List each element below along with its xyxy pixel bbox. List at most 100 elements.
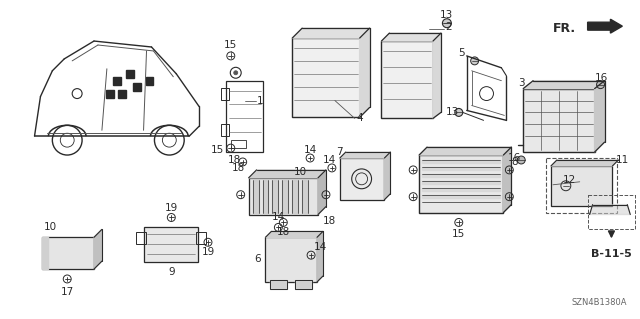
Text: 14: 14 bbox=[303, 145, 317, 155]
Polygon shape bbox=[360, 28, 369, 117]
Bar bbox=[145, 77, 154, 85]
Text: 8: 8 bbox=[511, 157, 518, 167]
Polygon shape bbox=[318, 170, 326, 214]
Text: 17: 17 bbox=[61, 287, 74, 297]
Text: 18: 18 bbox=[276, 227, 290, 237]
FancyArrow shape bbox=[588, 19, 622, 33]
Polygon shape bbox=[143, 227, 198, 262]
Bar bbox=[266, 237, 317, 282]
Text: 18: 18 bbox=[228, 155, 241, 165]
Text: B-11-5: B-11-5 bbox=[591, 249, 632, 259]
Polygon shape bbox=[253, 180, 259, 212]
Polygon shape bbox=[422, 174, 500, 177]
Bar bbox=[42, 237, 94, 269]
Polygon shape bbox=[295, 280, 312, 289]
Bar bbox=[143, 227, 198, 262]
Circle shape bbox=[470, 57, 479, 65]
Text: 12: 12 bbox=[563, 175, 577, 185]
Polygon shape bbox=[262, 180, 268, 212]
Polygon shape bbox=[292, 28, 369, 38]
Polygon shape bbox=[340, 152, 390, 158]
Text: 14: 14 bbox=[314, 242, 326, 252]
Bar bbox=[221, 124, 229, 136]
Circle shape bbox=[517, 156, 525, 164]
Polygon shape bbox=[42, 237, 49, 269]
Bar bbox=[551, 166, 612, 205]
Circle shape bbox=[596, 81, 605, 89]
Text: 1: 1 bbox=[257, 95, 264, 106]
Polygon shape bbox=[282, 180, 288, 212]
Polygon shape bbox=[433, 33, 441, 118]
Text: 10: 10 bbox=[44, 222, 57, 233]
Polygon shape bbox=[248, 170, 326, 178]
Polygon shape bbox=[504, 147, 511, 212]
Polygon shape bbox=[524, 81, 605, 89]
Polygon shape bbox=[422, 195, 500, 198]
Text: 19: 19 bbox=[164, 203, 178, 212]
Bar bbox=[381, 41, 433, 118]
Bar bbox=[113, 77, 121, 85]
Polygon shape bbox=[422, 181, 500, 184]
Text: 3: 3 bbox=[518, 78, 525, 88]
Polygon shape bbox=[419, 147, 511, 155]
Text: 9: 9 bbox=[168, 267, 175, 277]
Text: 14: 14 bbox=[272, 212, 285, 222]
Bar bbox=[231, 140, 246, 148]
Text: 13: 13 bbox=[440, 10, 454, 20]
Text: 13: 13 bbox=[446, 108, 460, 117]
Polygon shape bbox=[381, 33, 441, 41]
Polygon shape bbox=[292, 180, 298, 212]
Text: 15: 15 bbox=[211, 145, 225, 155]
Polygon shape bbox=[248, 178, 318, 214]
Text: 19: 19 bbox=[202, 247, 214, 257]
Text: 15: 15 bbox=[224, 40, 237, 50]
Bar bbox=[221, 88, 229, 100]
Polygon shape bbox=[94, 229, 102, 269]
Polygon shape bbox=[551, 160, 618, 166]
Bar bbox=[340, 158, 385, 200]
Polygon shape bbox=[422, 188, 500, 191]
Polygon shape bbox=[381, 41, 433, 118]
Polygon shape bbox=[302, 180, 308, 212]
Circle shape bbox=[234, 71, 237, 75]
Text: SZN4B1380A: SZN4B1380A bbox=[572, 298, 627, 307]
Text: 11: 11 bbox=[616, 155, 629, 165]
Bar bbox=[588, 195, 636, 229]
Polygon shape bbox=[422, 160, 500, 163]
Bar bbox=[295, 280, 312, 289]
Text: 18: 18 bbox=[232, 163, 245, 173]
Polygon shape bbox=[292, 38, 360, 117]
Text: 4: 4 bbox=[356, 113, 363, 123]
Polygon shape bbox=[419, 155, 504, 212]
Text: 7: 7 bbox=[337, 147, 343, 157]
Text: 6: 6 bbox=[254, 254, 261, 264]
Polygon shape bbox=[385, 152, 390, 200]
Text: FR.: FR. bbox=[552, 22, 576, 35]
Bar bbox=[271, 280, 287, 289]
Bar bbox=[226, 81, 264, 152]
Bar bbox=[248, 178, 318, 214]
Text: 16: 16 bbox=[508, 153, 521, 163]
Bar bbox=[524, 89, 595, 152]
Circle shape bbox=[455, 108, 463, 116]
Text: 18: 18 bbox=[323, 217, 337, 226]
Bar bbox=[196, 232, 206, 244]
Bar bbox=[419, 155, 504, 212]
Polygon shape bbox=[317, 231, 323, 282]
Text: 15: 15 bbox=[452, 229, 465, 239]
Polygon shape bbox=[422, 167, 500, 170]
Text: 5: 5 bbox=[458, 48, 465, 58]
Polygon shape bbox=[551, 166, 612, 205]
Polygon shape bbox=[266, 231, 323, 237]
Bar bbox=[136, 232, 145, 244]
Polygon shape bbox=[271, 280, 287, 289]
Bar bbox=[106, 90, 114, 98]
Text: 16: 16 bbox=[595, 73, 608, 83]
Bar bbox=[125, 70, 134, 78]
Polygon shape bbox=[595, 81, 605, 152]
Polygon shape bbox=[589, 204, 630, 214]
Polygon shape bbox=[266, 237, 317, 282]
Polygon shape bbox=[340, 158, 385, 200]
Bar bbox=[292, 38, 360, 117]
Bar bbox=[118, 90, 125, 98]
